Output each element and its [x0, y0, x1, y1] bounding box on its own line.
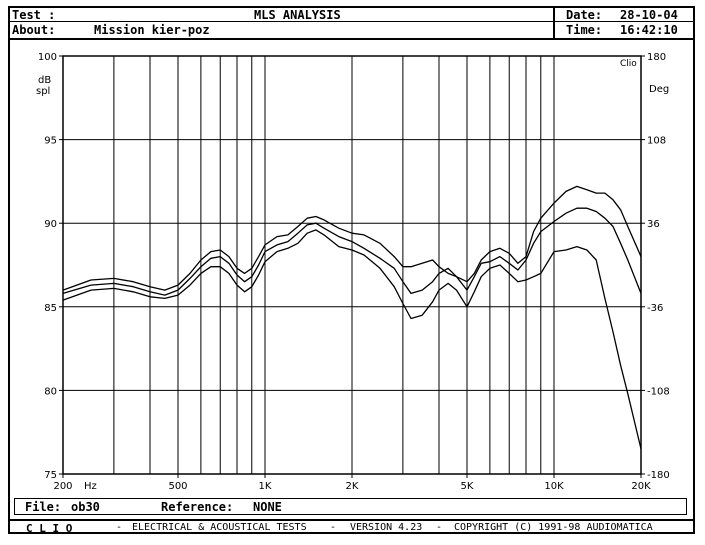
time-value: 16:42:10 — [620, 23, 678, 37]
x-tick-label: 20K — [631, 481, 651, 492]
series-line-2 — [62, 207, 642, 296]
y-left-tick-label: 75 — [44, 470, 57, 481]
test-label: Test : — [12, 8, 56, 22]
x-tick-label: 200 — [53, 481, 72, 492]
footer-description: ELECTRICAL & ACOUSTICAL TESTS — [132, 522, 307, 533]
y-axis-left-unit-db: dB — [38, 75, 51, 86]
footer-separator: - — [436, 522, 443, 533]
file-label: File: — [25, 500, 62, 514]
header-bar: Test : About: Mission kier-poz MLS ANALY… — [8, 6, 695, 40]
y-left-tick-label: 95 — [44, 136, 57, 147]
y-axis-left-unit-spl: spl — [36, 86, 50, 97]
time-label: Time: — [566, 23, 603, 37]
footer-separator: - — [116, 522, 123, 533]
frequency-response-chart: 100 95 90 85 80 75 180 108 36 -36 -108 -180 200 500 1K… — [36, 52, 670, 492]
date-value: 28-10-04 — [620, 8, 678, 22]
y-axis-right-unit-deg: Deg — [649, 84, 669, 95]
y-left-tick-label: 80 — [44, 386, 57, 397]
y-right-tick-label: -180 — [647, 470, 670, 481]
footer-version: VERSION 4.23 — [350, 522, 423, 533]
reference-label: Reference: — [161, 500, 234, 514]
y-left-tick-label: 85 — [44, 303, 57, 314]
x-tick-label: 5K — [461, 481, 474, 492]
series-line-1 — [62, 185, 642, 291]
x-tick-label: 500 — [168, 481, 187, 492]
y-left-tick-label: 100 — [38, 52, 57, 63]
y-right-tick-label: -36 — [647, 303, 663, 314]
x-tick-label: 10K — [544, 481, 564, 492]
reference-value: NONE — [253, 500, 282, 514]
x-tick-label: 1K — [259, 481, 272, 492]
y-right-tick-label: 180 — [647, 52, 666, 63]
x-tick-label: 2K — [346, 481, 359, 492]
about-label: About: — [12, 23, 56, 37]
footer-copyright: COPYRIGHT (C) 1991-98 AUDIOMATICA — [454, 522, 653, 533]
y-right-tick-label: 108 — [647, 136, 666, 147]
about-value: Mission kier-poz — [94, 23, 210, 37]
footer-brand: C L I O — [26, 522, 73, 535]
header-divider-vertical — [553, 6, 555, 40]
clio-corner-label: Clio — [620, 59, 637, 69]
series-line-3 — [62, 229, 642, 450]
analysis-title: MLS ANALYSIS — [254, 8, 341, 22]
outer-frame — [8, 6, 695, 534]
x-axis-unit-hz: Hz — [84, 481, 97, 492]
footer-bar: C L I O - ELECTRICAL & ACOUSTICAL TESTS … — [8, 519, 695, 535]
y-right-tick-label: 36 — [647, 219, 660, 230]
y-left-tick-label: 90 — [44, 219, 57, 230]
file-bar: File: ob30 Reference: NONE — [14, 498, 687, 515]
chart-ticks: 100 95 90 85 80 75 180 108 36 -36 -108 -180 200 500 1K… — [38, 52, 670, 492]
y-right-tick-label: -108 — [647, 386, 670, 397]
date-label: Date: — [566, 8, 603, 22]
header-divider-horizontal — [8, 21, 695, 22]
footer-separator: - — [330, 522, 337, 533]
chart-series — [62, 185, 642, 450]
file-value: ob30 — [71, 500, 100, 514]
